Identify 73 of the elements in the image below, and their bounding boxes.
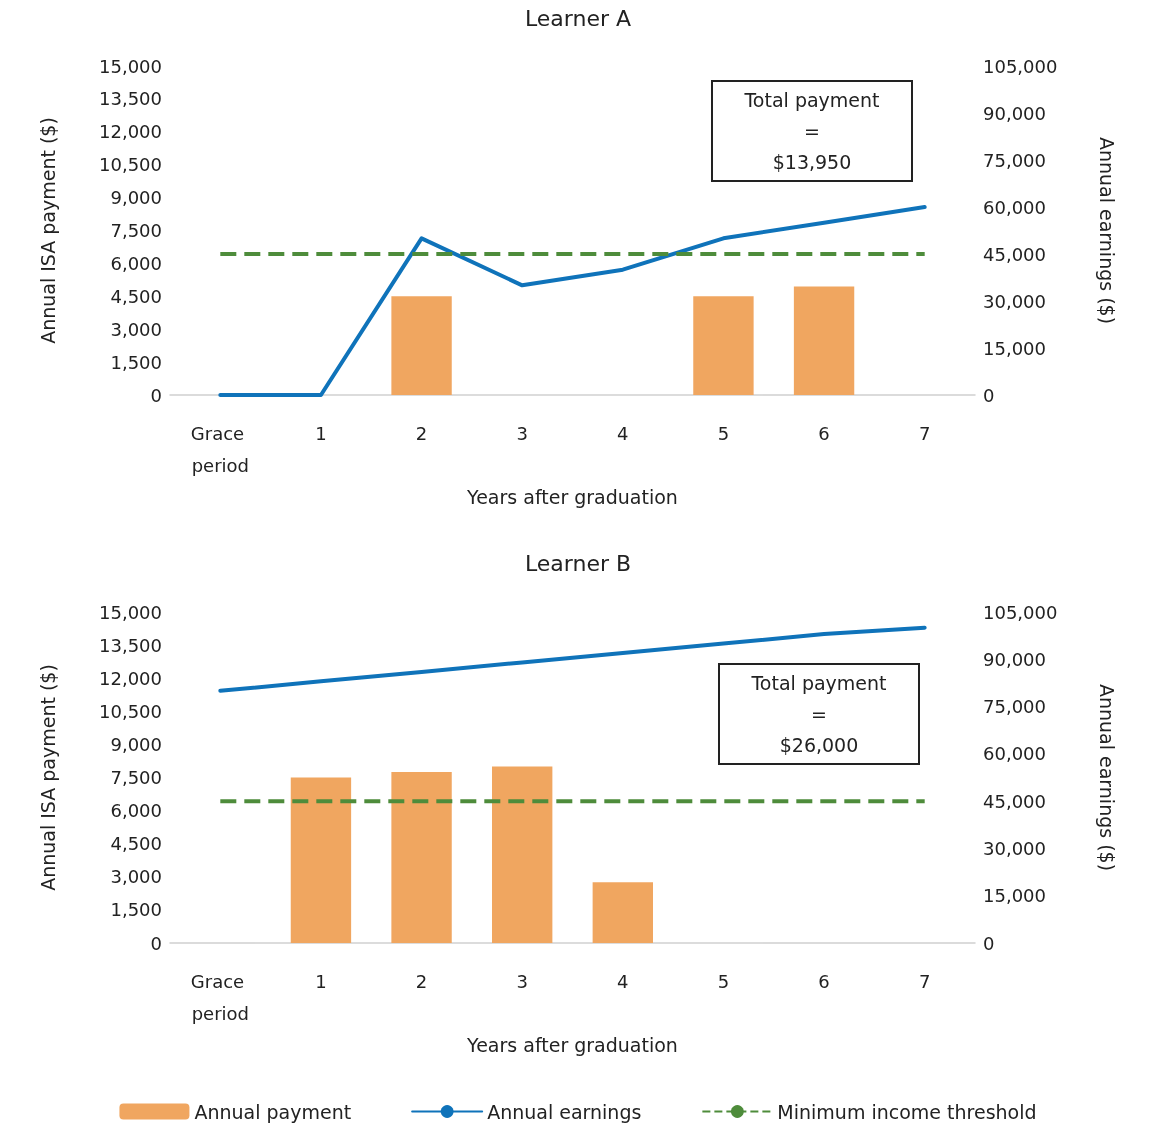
y-tick-label: 13,500 xyxy=(99,634,162,656)
x-tick-label: 5 xyxy=(717,970,730,992)
y-tick-label: 13,500 xyxy=(99,88,162,110)
y-tick-label: 4,500 xyxy=(110,285,162,307)
line-series xyxy=(218,205,927,397)
y-tick-label: 0 xyxy=(150,932,162,954)
x-tick-label: 6 xyxy=(818,422,830,444)
legend-label: Minimum income threshold xyxy=(777,1100,1037,1123)
y-tick-label: 1,500 xyxy=(110,351,162,373)
y2-tick-label: 90,000 xyxy=(983,648,1046,670)
x-tick-label: Grace period xyxy=(190,970,250,1024)
y2-tick-label: 75,000 xyxy=(983,149,1046,171)
x-tick-label: 1 xyxy=(315,970,327,992)
y-tick-label: 1,500 xyxy=(110,899,162,921)
y-tick-label: 15,000 xyxy=(99,601,162,623)
y-tick-label: 7,500 xyxy=(110,767,162,788)
x-axis-title: Years after graduation xyxy=(466,485,678,508)
y-tick-label: 4,500 xyxy=(110,833,162,855)
bar xyxy=(391,771,452,943)
x-tick-label: 6 xyxy=(818,970,830,992)
y2-tick-label: 15,000 xyxy=(983,337,1046,359)
y2-tick-label: 45,000 xyxy=(983,790,1046,812)
y2-tick-label: 105,000 xyxy=(983,55,1058,77)
text-box: Total payment = $13,950 xyxy=(711,80,913,182)
y2-tick-label: 15,000 xyxy=(983,885,1046,907)
y-tick-label: 6,000 xyxy=(110,252,162,274)
x-axis-title: Years after graduation xyxy=(466,1033,678,1056)
y2-tick-label: 75,000 xyxy=(983,696,1046,718)
y2-tick-label: 105,000 xyxy=(983,601,1058,623)
y2-tick-label: 30,000 xyxy=(983,837,1046,859)
y-tick-label: 12,000 xyxy=(99,667,162,689)
x-tick-label: 7 xyxy=(918,422,931,444)
y-tick-label: 12,000 xyxy=(99,121,162,143)
bar xyxy=(290,777,352,943)
y-tick-label: 7,500 xyxy=(110,220,162,241)
y-tick-label: 10,500 xyxy=(99,154,162,176)
y2-axis-title: Annual earnings ($) xyxy=(1096,136,1118,325)
bar xyxy=(592,882,653,943)
y-axis-title: Annual ISA payment ($) xyxy=(37,664,59,891)
x-tick-label: Grace period xyxy=(190,422,250,476)
y-tick-label: 10,500 xyxy=(99,700,162,722)
line-series xyxy=(218,625,927,693)
y-tick-label: 9,000 xyxy=(110,733,162,755)
x-tick-label: 3 xyxy=(516,970,528,992)
y-tick-label: 3,000 xyxy=(110,866,162,888)
y-axis-title: Annual ISA payment ($) xyxy=(37,117,59,344)
legend-label: Annual payment xyxy=(194,1100,352,1123)
x-tick-label: 4 xyxy=(617,970,629,992)
chart-title: Learner B xyxy=(524,550,632,576)
y2-tick-label: 90,000 xyxy=(983,102,1046,124)
y2-axis-title: Annual earnings ($) xyxy=(1096,683,1118,872)
x-tick-label: 1 xyxy=(315,422,327,444)
x-tick-label: 5 xyxy=(717,422,730,444)
y2-tick-label: 30,000 xyxy=(983,290,1046,312)
chart-title: Learner A xyxy=(524,5,632,31)
x-tick-label: 3 xyxy=(516,422,528,444)
y-tick-label: 0 xyxy=(150,384,162,406)
text-box: Total payment = $26,000 xyxy=(718,663,920,765)
y2-tick-label: 0 xyxy=(983,932,995,954)
x-tick-label: 4 xyxy=(617,422,629,444)
bar xyxy=(492,766,553,943)
x-tick-label: 7 xyxy=(918,970,931,992)
y-tick-label: 15,000 xyxy=(99,55,162,77)
legend-label: Annual earnings xyxy=(487,1100,642,1123)
y2-tick-label: 0 xyxy=(983,384,995,406)
y-tick-label: 6,000 xyxy=(110,800,162,822)
y-tick-label: 9,000 xyxy=(110,187,162,209)
y2-tick-label: 45,000 xyxy=(983,243,1046,265)
y2-tick-label: 60,000 xyxy=(983,196,1046,218)
y2-tick-label: 60,000 xyxy=(983,743,1046,765)
x-tick-label: 2 xyxy=(415,422,428,444)
y-tick-label: 3,000 xyxy=(110,318,162,340)
x-tick-label: 2 xyxy=(415,970,428,992)
